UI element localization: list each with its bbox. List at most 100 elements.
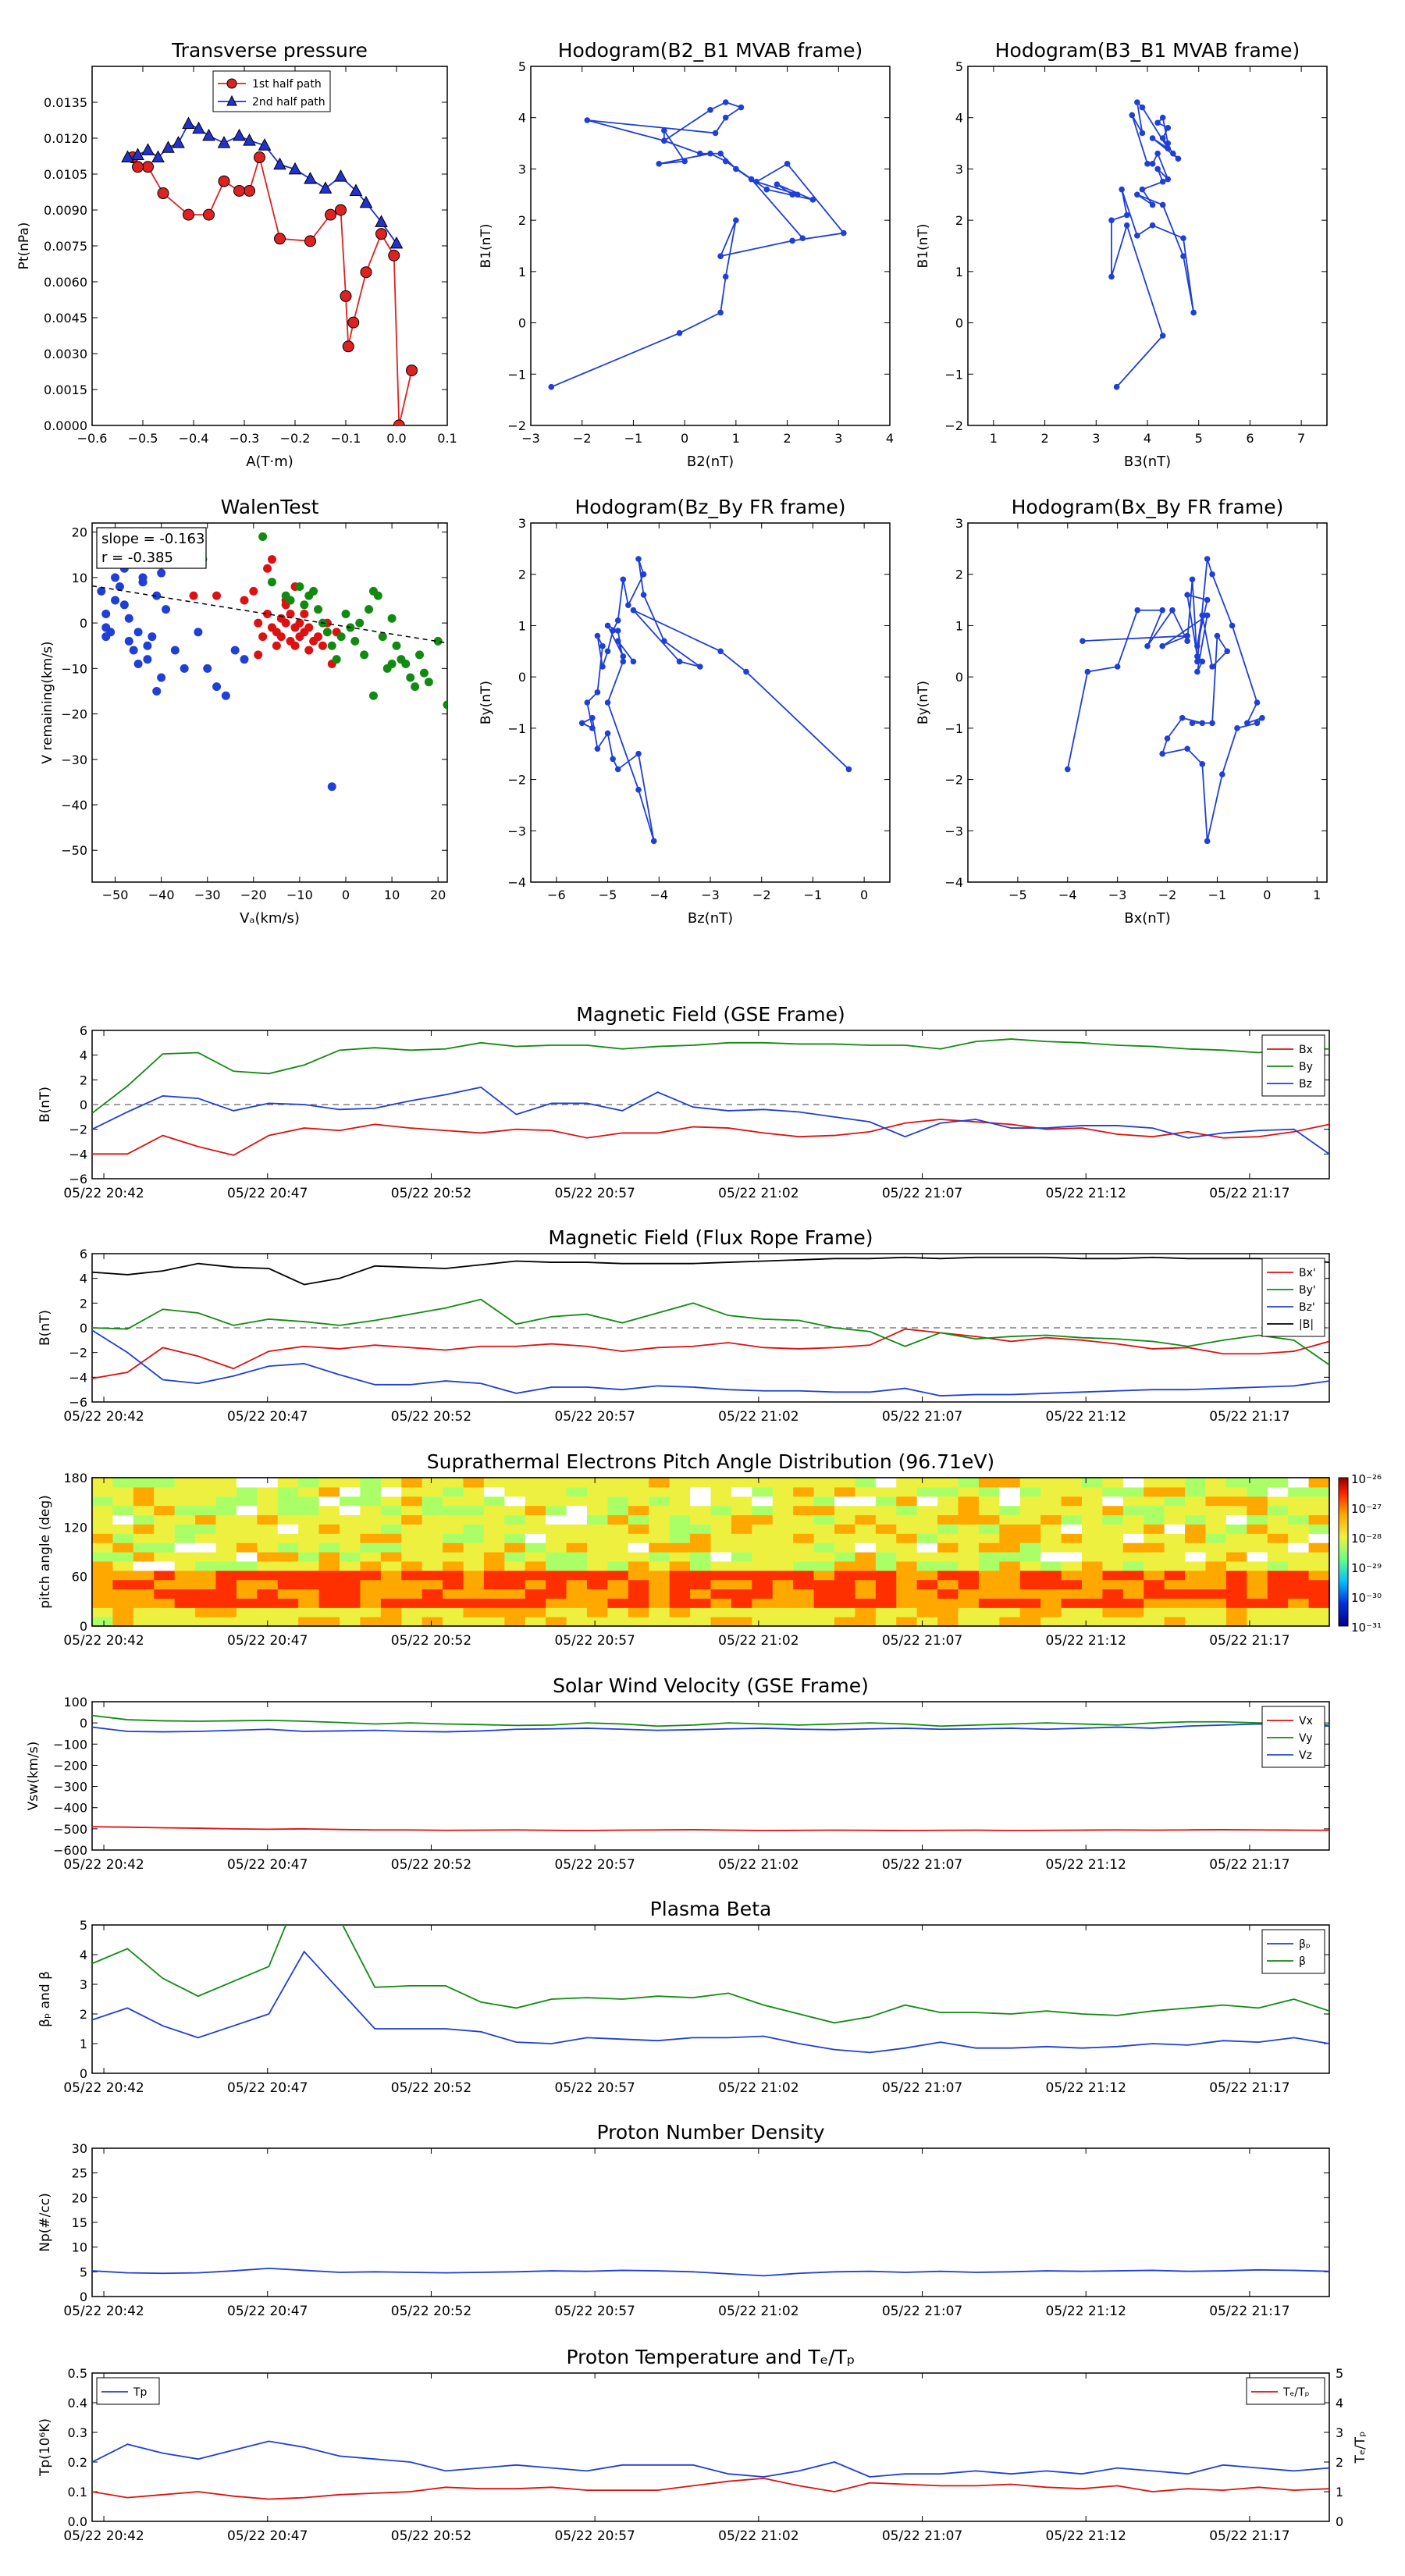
x-tick-label: −0.1	[331, 431, 361, 446]
heatmap-cell	[92, 1607, 114, 1617]
heatmap-cell	[649, 1486, 670, 1497]
heatmap-cell	[978, 1552, 1000, 1562]
heatmap-cell	[813, 1478, 835, 1488]
colorbar-tick-label: 10⁻³¹	[1351, 1621, 1382, 1635]
heatmap-cell	[504, 1589, 526, 1599]
heatmap-cell	[463, 1589, 485, 1599]
hodogram-point	[707, 107, 713, 113]
heatmap-cell	[855, 1533, 877, 1543]
heatmap-cell	[958, 1486, 980, 1497]
y-tick-label: −2	[69, 1346, 87, 1361]
hodogram-point	[1165, 145, 1172, 151]
series-Np-line	[92, 2267, 1329, 2277]
heatmap-cell	[360, 1514, 382, 1525]
heatmap-cell	[1102, 1617, 1124, 1627]
heatmap-cell	[1144, 1570, 1165, 1581]
heatmap-cell	[318, 1598, 340, 1608]
heatmap-cell	[1144, 1478, 1165, 1488]
heatmap-cell	[298, 1560, 320, 1571]
data-point	[406, 364, 418, 376]
heatmap-cell	[875, 1514, 897, 1525]
hodogram-point	[1139, 186, 1146, 193]
data-point	[182, 116, 195, 130]
heatmap-cell	[1225, 1533, 1247, 1543]
heatmap-cell	[752, 1478, 774, 1488]
heatmap-cell	[896, 1478, 918, 1488]
heatmap-cell	[1082, 1533, 1104, 1543]
heatmap-cell	[1247, 1486, 1268, 1497]
data-point-red	[263, 609, 272, 618]
heatmap-cell	[793, 1617, 815, 1627]
hodogram-point	[1134, 99, 1140, 105]
colorbar-tick-label: 10⁻²⁷	[1351, 1502, 1382, 1516]
heatmap-cell	[1225, 1589, 1247, 1599]
data-point-green	[401, 660, 411, 669]
data-point-green	[360, 650, 369, 660]
heatmap-cell	[1102, 1505, 1124, 1516]
heatmap-cell	[710, 1505, 732, 1516]
heatmap-cell	[360, 1598, 382, 1608]
heatmap-cell	[215, 1598, 237, 1608]
hodogram-point	[656, 161, 663, 167]
y-tick-label: 10	[72, 2240, 87, 2255]
data-point-green	[433, 636, 443, 646]
hodogram-point	[1209, 571, 1215, 578]
heatmap-cell	[112, 1524, 134, 1534]
heatmap-cell	[1082, 1570, 1104, 1581]
hodogram-point	[717, 309, 724, 316]
heatmap-cell	[1267, 1560, 1289, 1571]
heatmap-cell	[896, 1598, 918, 1608]
heatmap-cell	[154, 1617, 176, 1627]
heatmap-cell	[916, 1589, 938, 1599]
hodogram-point	[604, 622, 611, 629]
x-tick-label: −3	[701, 888, 720, 902]
hodogram-line	[580, 558, 850, 841]
heatmap-cell	[1247, 1496, 1268, 1507]
heatmap-cell	[360, 1524, 382, 1534]
data-point	[359, 195, 373, 208]
heatmap-cell	[1267, 1598, 1289, 1608]
heatmap-cell	[92, 1598, 114, 1608]
hodogram-point	[681, 158, 688, 165]
y-tick-label: 0	[955, 316, 963, 331]
heatmap-cell	[731, 1607, 752, 1617]
heatmap-cell	[92, 1589, 114, 1599]
heatmap-cell	[937, 1570, 959, 1581]
heatmap-cell	[174, 1542, 196, 1553]
heatmap-cell	[731, 1589, 752, 1599]
heatmap-cell	[1102, 1589, 1124, 1599]
heatmap-cell	[669, 1496, 691, 1507]
heatmap-cell	[793, 1505, 815, 1516]
time-tick-label: 05/22 21:17	[1209, 2304, 1289, 2319]
heatmap-cell	[978, 1514, 1000, 1525]
hodogram-point	[1123, 212, 1130, 219]
heatmap-cell	[772, 1533, 794, 1543]
heatmap-cell	[916, 1524, 938, 1534]
heatmap-cell	[937, 1505, 959, 1516]
legend-label: 2nd half path	[252, 96, 325, 109]
heatmap-cell	[483, 1617, 505, 1627]
heatmap-cell	[133, 1496, 155, 1507]
heatmap-cell	[92, 1579, 114, 1590]
data-point	[393, 419, 405, 425]
heatmap-cell	[999, 1617, 1021, 1627]
heatmap-cell	[1185, 1496, 1207, 1507]
data-point-red	[254, 650, 263, 660]
heatmap-cell	[257, 1486, 279, 1497]
heatmap-cell	[649, 1514, 670, 1525]
heatmap-cell	[1288, 1542, 1310, 1553]
heatmap-cell	[1288, 1524, 1310, 1534]
time-tick-label: 05/22 20:57	[554, 1633, 635, 1649]
hodogram-point	[1154, 165, 1161, 173]
heatmap-cell	[1267, 1505, 1289, 1516]
annotation-slope: slope = -0.163	[101, 531, 205, 547]
heatmap-cell	[483, 1533, 505, 1543]
time-tick-label: 05/22 21:17	[1209, 1186, 1289, 1201]
heatmap-cell	[154, 1579, 176, 1590]
heatmap-cell	[772, 1478, 794, 1488]
data-point-blue	[170, 646, 180, 655]
heatmap-cell	[1164, 1496, 1186, 1507]
time-tick-label: 05/22 20:47	[227, 1857, 308, 1873]
data-point	[258, 138, 272, 151]
heatmap-cell	[587, 1478, 609, 1488]
